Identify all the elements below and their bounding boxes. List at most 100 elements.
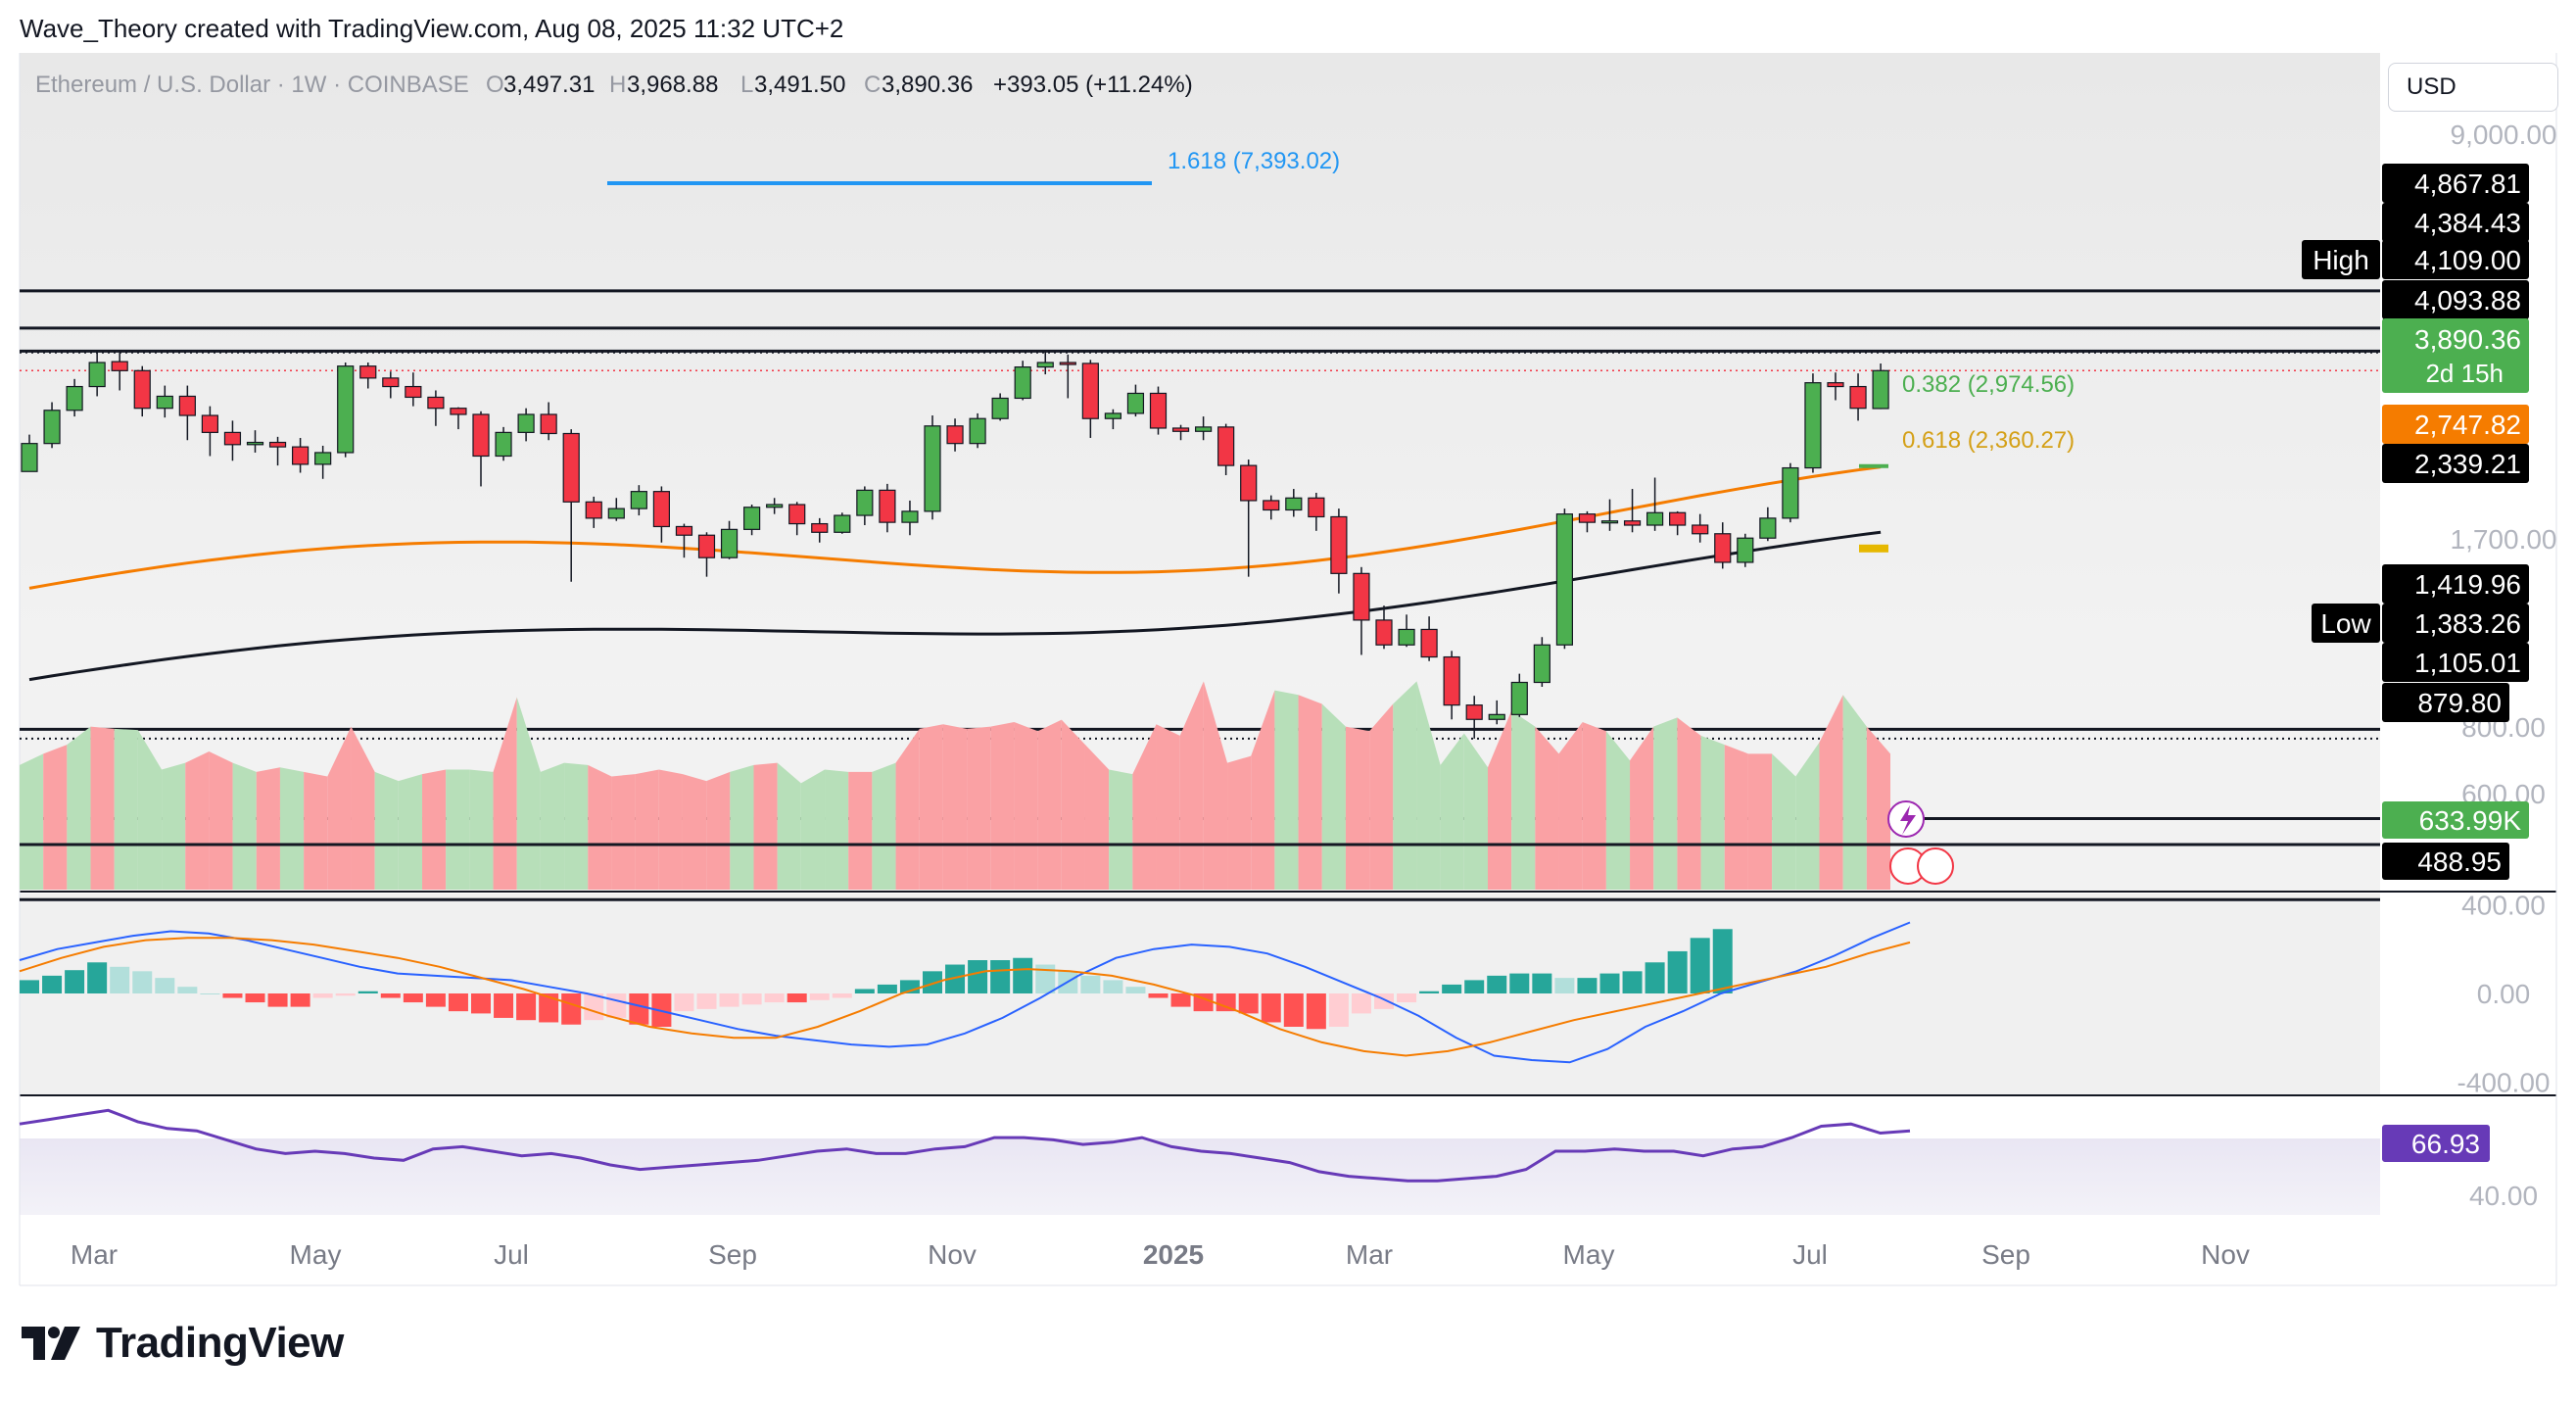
candle bbox=[1827, 382, 1844, 388]
macd-histogram-bar bbox=[1193, 993, 1214, 1012]
candle bbox=[1398, 628, 1415, 646]
volume-area-segment bbox=[1227, 755, 1252, 890]
candle bbox=[450, 408, 467, 415]
volume-area-segment bbox=[1819, 695, 1843, 890]
macd-histogram-bar bbox=[877, 984, 897, 993]
volume-area-segment bbox=[1014, 721, 1038, 890]
volume-area-segment bbox=[1866, 726, 1890, 890]
volume-area-segment bbox=[1298, 695, 1322, 890]
volume-area-segment bbox=[232, 762, 257, 890]
us-flag-icon bbox=[1917, 847, 1954, 885]
candle bbox=[495, 431, 512, 458]
level-price-tag-bg bbox=[2382, 604, 2529, 643]
volume-area-segment bbox=[1203, 681, 1228, 890]
volume-area-segment bbox=[1772, 753, 1796, 890]
candle bbox=[359, 365, 377, 379]
rsi-line bbox=[19, 1108, 1911, 1183]
candle bbox=[879, 489, 896, 523]
candle bbox=[405, 385, 422, 399]
macd-histogram-bar bbox=[1419, 991, 1440, 993]
x-tick-label: May bbox=[290, 1239, 342, 1270]
candle bbox=[66, 385, 83, 411]
macd-histogram-bar bbox=[1622, 971, 1643, 993]
candle bbox=[1488, 713, 1505, 720]
tradingview-mark-icon bbox=[22, 1327, 80, 1360]
macd-histogram-bar bbox=[1148, 993, 1169, 998]
macd-histogram-bar bbox=[1487, 975, 1507, 993]
x-tick-label: Nov bbox=[928, 1239, 977, 1270]
macd-histogram-bar bbox=[968, 960, 988, 993]
candle bbox=[811, 522, 829, 533]
volume-area-segment bbox=[1653, 717, 1678, 890]
candle bbox=[969, 417, 986, 445]
volume-area-segment bbox=[730, 764, 754, 890]
macd-histogram-bar bbox=[1216, 993, 1236, 1012]
rsi-tick-label: 40.00 bbox=[2469, 1181, 2538, 1211]
macd-histogram-bar bbox=[990, 960, 1011, 993]
candle bbox=[314, 452, 332, 465]
candle bbox=[652, 491, 671, 528]
candle bbox=[1375, 619, 1393, 646]
level-price-tag: 1,383.26 bbox=[2414, 608, 2521, 639]
candle bbox=[1126, 392, 1145, 414]
low-tag-bg bbox=[2312, 604, 2380, 643]
volume-level-tag-bg bbox=[2382, 843, 2509, 880]
candle bbox=[630, 491, 647, 509]
tradingview-wordmark: TradingView bbox=[96, 1319, 344, 1367]
ohlc-high: 3,968.88 bbox=[627, 72, 718, 98]
candle bbox=[991, 397, 1009, 419]
volume-area-segment bbox=[753, 762, 778, 890]
macd-histogram-bar bbox=[245, 993, 265, 1003]
rsi-last-tag: 66.93 bbox=[2411, 1129, 2480, 1159]
volume-area-segment bbox=[895, 728, 920, 890]
candle bbox=[1759, 517, 1777, 539]
macd-histogram-bar bbox=[1397, 993, 1417, 1003]
macd-histogram-bar bbox=[832, 993, 852, 998]
volume-area-segment bbox=[256, 767, 280, 890]
macd-histogram-bar bbox=[787, 993, 807, 1003]
volume-area-segment bbox=[1132, 724, 1157, 890]
macd-histogram-bar bbox=[200, 993, 220, 994]
level-price-tag: 1,105.01 bbox=[2414, 648, 2521, 678]
macd-histogram-bar bbox=[606, 993, 627, 1018]
level-price-tag: 4,093.88 bbox=[2414, 285, 2521, 315]
volume-area-segment bbox=[398, 774, 423, 890]
currency-selector[interactable]: USD bbox=[2388, 63, 2558, 112]
x-tick-label: Jul bbox=[1792, 1239, 1828, 1270]
volume-area-segment bbox=[611, 774, 636, 890]
volume-area-segment bbox=[209, 751, 233, 890]
volume-area-segment bbox=[1156, 724, 1180, 890]
volume-area-segment bbox=[1393, 681, 1417, 890]
candle bbox=[1036, 362, 1054, 368]
symbol-title[interactable]: Ethereum / U.S. Dollar · 1W · COINBASE bbox=[35, 72, 469, 98]
macd-histogram-bar bbox=[155, 978, 175, 993]
macd-histogram-bar bbox=[1712, 929, 1733, 993]
candle bbox=[1194, 426, 1213, 432]
y-tick-label: 9,000.00 bbox=[2451, 120, 2557, 150]
macd-histogram-bar bbox=[696, 993, 717, 1009]
macd-histogram-bar bbox=[1328, 993, 1349, 1027]
macd-histogram-bar bbox=[1013, 957, 1033, 993]
level-price-tag-bg bbox=[2382, 203, 2529, 242]
candle bbox=[268, 441, 287, 448]
candle bbox=[1533, 644, 1550, 684]
volume-area-segment bbox=[1463, 733, 1488, 890]
macd-histogram-bar bbox=[20, 980, 39, 993]
macd-histogram-bar bbox=[1442, 984, 1462, 993]
ma-slow-tag-bg bbox=[2382, 444, 2529, 483]
volume-area-segment bbox=[493, 697, 517, 890]
volume-area-segment bbox=[1630, 726, 1654, 890]
candle bbox=[1263, 500, 1280, 511]
candle bbox=[675, 525, 693, 536]
volume-last-tag-bg bbox=[2382, 801, 2529, 839]
volume-area-segment bbox=[1251, 690, 1275, 890]
volume-area-segment bbox=[327, 726, 352, 890]
level-price-tag-bg bbox=[2382, 643, 2529, 682]
volume-area-segment bbox=[1440, 733, 1464, 890]
volume-area-segment bbox=[1747, 753, 1773, 890]
candle bbox=[1014, 366, 1031, 400]
macd-histogram-bar bbox=[1667, 950, 1688, 993]
macd-histogram-bar bbox=[42, 975, 63, 993]
level-price-tag: 4,867.81 bbox=[2414, 169, 2521, 199]
